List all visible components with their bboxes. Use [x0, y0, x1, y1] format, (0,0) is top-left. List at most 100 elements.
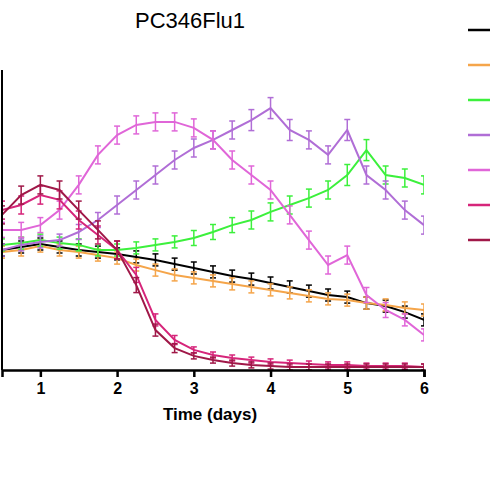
error-bar [325, 146, 331, 164]
error-bar-cap [248, 130, 254, 132]
error-bar-stem [423, 329, 424, 341]
error-bar [344, 246, 350, 264]
error-bar-cap [133, 180, 139, 182]
error-bar-stem [193, 272, 195, 284]
error-bar-cap [172, 280, 178, 282]
error-bar-cap [210, 130, 216, 132]
error-bar-cap [152, 112, 158, 114]
error-bar [363, 166, 369, 184]
error-bar-stem [270, 181, 272, 199]
error-bar [229, 355, 235, 361]
error-bar-cap [344, 361, 350, 363]
error-bar-cap [152, 250, 158, 252]
error-bar [248, 110, 254, 131]
error-bar [248, 362, 254, 368]
error-bar-cap [152, 323, 158, 325]
error-bar-cap [133, 258, 139, 260]
error-bar-cap [191, 271, 197, 273]
error-bar-cap [268, 202, 274, 204]
error-bar-cap [114, 240, 120, 242]
error-bar-cap [57, 198, 63, 200]
error-bar-cap [18, 213, 24, 215]
error-bar-cap [383, 363, 389, 365]
error-bar [344, 165, 350, 186]
error-bar-cap [57, 208, 63, 210]
error-bar-cap [210, 286, 216, 288]
error-bar [191, 262, 197, 274]
error-bar-cap [133, 198, 139, 200]
error-bar-cap [76, 193, 82, 195]
error-bar-stem [212, 225, 214, 240]
error-bar-stem [116, 241, 118, 259]
error-bar-cap [18, 250, 24, 252]
error-bar-cap [57, 218, 63, 220]
error-bar-cap [421, 303, 424, 305]
error-bar [248, 166, 254, 184]
error-bar-cap [172, 150, 178, 152]
error-bar-cap [306, 363, 312, 365]
error-bar-cap [95, 243, 101, 245]
x-tick: 5 [343, 370, 352, 397]
error-bar [18, 186, 24, 204]
error-bar [287, 287, 293, 299]
error-bar-cap [344, 293, 350, 295]
error-bar-cap [248, 356, 254, 358]
error-bar-stem [404, 201, 406, 219]
error-bar-cap [152, 238, 158, 240]
error-bar-cap [57, 248, 63, 250]
error-bar-cap [191, 136, 197, 138]
error-bar-cap [76, 200, 82, 202]
error-bar-cap [95, 255, 101, 257]
error-bar-cap [152, 165, 158, 167]
error-bar-stem [97, 221, 99, 239]
error-bar-cap [306, 289, 312, 291]
error-bar-stem [308, 131, 310, 149]
error-bar-cap [133, 115, 139, 117]
x-tick: 1 [36, 370, 45, 397]
error-bar-cap [114, 195, 120, 197]
error-bar-cap [325, 288, 331, 290]
error-bar-stem [251, 211, 253, 229]
error-bar [229, 278, 235, 290]
error-bar-cap [229, 365, 235, 367]
error-bar-stem [136, 181, 138, 199]
error-bar [37, 236, 43, 248]
error-bar-stem [347, 165, 349, 186]
error-bar-stem [231, 121, 233, 139]
error-bar-cap [191, 261, 197, 263]
error-bar [210, 131, 216, 149]
error-bar-cap [306, 360, 312, 362]
error-bar-stem [366, 140, 368, 161]
error-bar-cap [363, 308, 369, 310]
error-bar-cap [133, 267, 139, 269]
error-bar-stem [366, 288, 368, 303]
x-tick: 4 [267, 370, 276, 397]
error-bar-cap [325, 292, 331, 294]
chart: PC346Flu1123456Time (days) [0, 0, 500, 500]
error-bar-cap [229, 289, 235, 291]
error-bar-stem [116, 196, 118, 214]
error-bar-cap [152, 313, 158, 315]
error-bar-cap [248, 228, 254, 230]
error-bar-cap [133, 133, 139, 135]
plot-area [2, 98, 424, 370]
error-bar-cap [152, 183, 158, 185]
error-bar-stem [212, 131, 214, 149]
error-bar-cap [191, 230, 197, 232]
error-bar-cap [421, 215, 424, 217]
x-tick-mark [40, 370, 43, 377]
x-axis-title: Time (days) [163, 405, 257, 424]
error-bar-stem [423, 176, 424, 194]
error-bar-cap [383, 362, 389, 364]
error-bar [229, 360, 235, 366]
error-bar-cap [248, 183, 254, 185]
error-bar-stem [289, 287, 291, 299]
error-bar-cap [268, 283, 274, 285]
error-bar-cap [363, 139, 369, 141]
error-bar-cap [191, 358, 197, 360]
error-bar-cap [229, 354, 235, 356]
title: PC346Flu1 [135, 8, 245, 33]
error-bar-cap [402, 200, 408, 202]
error-bar-cap [383, 317, 389, 319]
x-tick-label: 6 [420, 380, 429, 397]
